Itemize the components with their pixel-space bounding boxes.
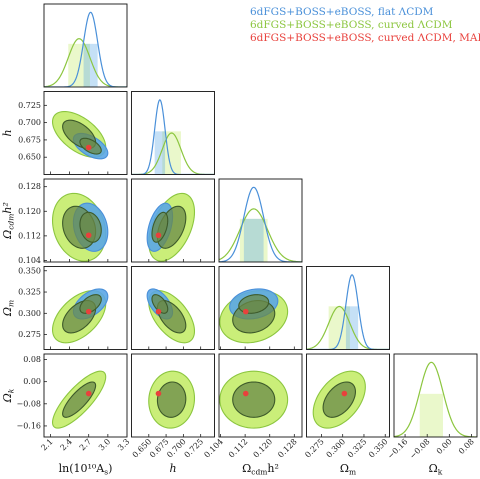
y-tick-label: 0.275: [18, 330, 41, 339]
x-tick-label: 0.120: [252, 437, 275, 460]
x-tick-label: 0.104: [202, 437, 225, 460]
panel-frame: [131, 266, 215, 350]
panel-frame: [131, 353, 215, 438]
x-axis-label: h: [169, 462, 176, 475]
y-tick-label: 0.725: [18, 101, 41, 110]
panel-frame: [43, 266, 128, 350]
contour-68: [322, 381, 357, 418]
marginal-curve: [394, 361, 477, 437]
contour-68: [156, 381, 187, 418]
x-axis-label: Ωm: [340, 462, 356, 477]
marginal-band: [243, 218, 264, 262]
panel-frame: [306, 266, 390, 350]
x-tick-label: 0.325: [346, 437, 369, 460]
legend-entry-curved: 6dFGS+BOSS+eBOSS, curved ΛCDM: [250, 19, 453, 31]
panel-frame: [43, 3, 128, 88]
y-tick-label: 0.675: [18, 135, 41, 144]
y-tick-label: 0.00: [23, 377, 41, 386]
y-tick-label: 0.300: [18, 309, 41, 318]
map-point: [85, 232, 92, 239]
x-tick-label: 0.00: [435, 437, 454, 456]
marginal-curve: [131, 98, 215, 175]
panel-frame: [43, 178, 128, 263]
map-point: [341, 390, 348, 397]
x-tick-label: 0.275: [303, 437, 326, 460]
map-point: [85, 308, 92, 315]
y-axis-label: h: [1, 129, 14, 136]
contour-68: [79, 211, 102, 243]
y-tick-label: −0.16: [16, 421, 41, 430]
x-tick-label: 2.7: [78, 437, 93, 452]
map-point: [242, 390, 249, 397]
map-point: [242, 308, 249, 315]
x-axis-label: Ωcdmh²: [242, 462, 279, 477]
marginal-band: [239, 218, 268, 262]
legend-entry-flat: 6dFGS+BOSS+eBOSS, flat ΛCDM: [250, 6, 434, 18]
panel-frame: [131, 178, 215, 263]
y-tick-label: −0.08: [16, 399, 41, 408]
x-tick-label: 0.08: [457, 437, 476, 456]
x-tick-label: 2.1: [39, 437, 54, 452]
panel-frame: [43, 353, 128, 438]
y-axis-label: Ωm: [1, 300, 16, 317]
y-tick-label: 0.325: [18, 288, 41, 297]
marginal-curve: [219, 208, 302, 262]
x-axis-label: Ωk: [429, 462, 443, 477]
x-tick-label: 3.0: [97, 437, 112, 452]
panel-frame: [393, 353, 478, 438]
y-tick-label: 0.104: [18, 256, 41, 265]
marginal-band: [83, 43, 98, 87]
x-axis-label: ln(10¹⁰As): [59, 462, 113, 477]
y-tick-label: 0.120: [18, 207, 41, 216]
contour-68: [232, 381, 276, 418]
y-tick-label: 0.700: [18, 118, 41, 127]
map-point: [155, 390, 162, 397]
x-tick-label: −0.08: [408, 437, 432, 461]
x-tick-label: 0.112: [227, 437, 250, 460]
map-point: [85, 390, 92, 397]
panel-frame: [218, 266, 303, 350]
contour-68: [238, 294, 270, 314]
x-tick-label: 0.128: [276, 437, 299, 460]
map-point: [155, 232, 162, 239]
panel-frame: [306, 353, 390, 438]
y-tick-label: 0.128: [18, 182, 41, 191]
marginal-band: [154, 131, 166, 175]
y-tick-label: 0.650: [18, 153, 41, 162]
contour-68: [79, 294, 102, 314]
panel-group: 0.6500.6750.7000.725h0.1040.1120.1200.12…: [1, 3, 478, 477]
y-tick-label: 0.08: [23, 355, 41, 364]
map-point: [85, 144, 92, 151]
panel-frame: [218, 178, 303, 263]
legend-entry-map: 6dFGS+BOSS+eBOSS, curved ΛCDM, MAP: [250, 32, 480, 44]
panel-frame: [131, 91, 215, 175]
x-tick-label: 0.725: [183, 437, 206, 460]
contour-68: [151, 294, 169, 314]
x-tick-label: 0.300: [325, 437, 348, 460]
panel-frame: [218, 353, 303, 438]
y-tick-label: 0.112: [18, 231, 41, 240]
panel-frame: [43, 91, 128, 175]
contour-68: [62, 381, 97, 418]
x-tick-label: 2.4: [59, 437, 74, 452]
x-tick-label: 3.3: [116, 437, 131, 452]
marginal-band: [419, 393, 443, 437]
y-axis-label: Ωcdmh²: [1, 202, 16, 240]
y-axis-label: Ωk: [1, 388, 16, 403]
x-tick-label: −0.16: [386, 437, 410, 461]
y-tick-label: 0.350: [18, 266, 41, 275]
map-point: [155, 308, 162, 315]
